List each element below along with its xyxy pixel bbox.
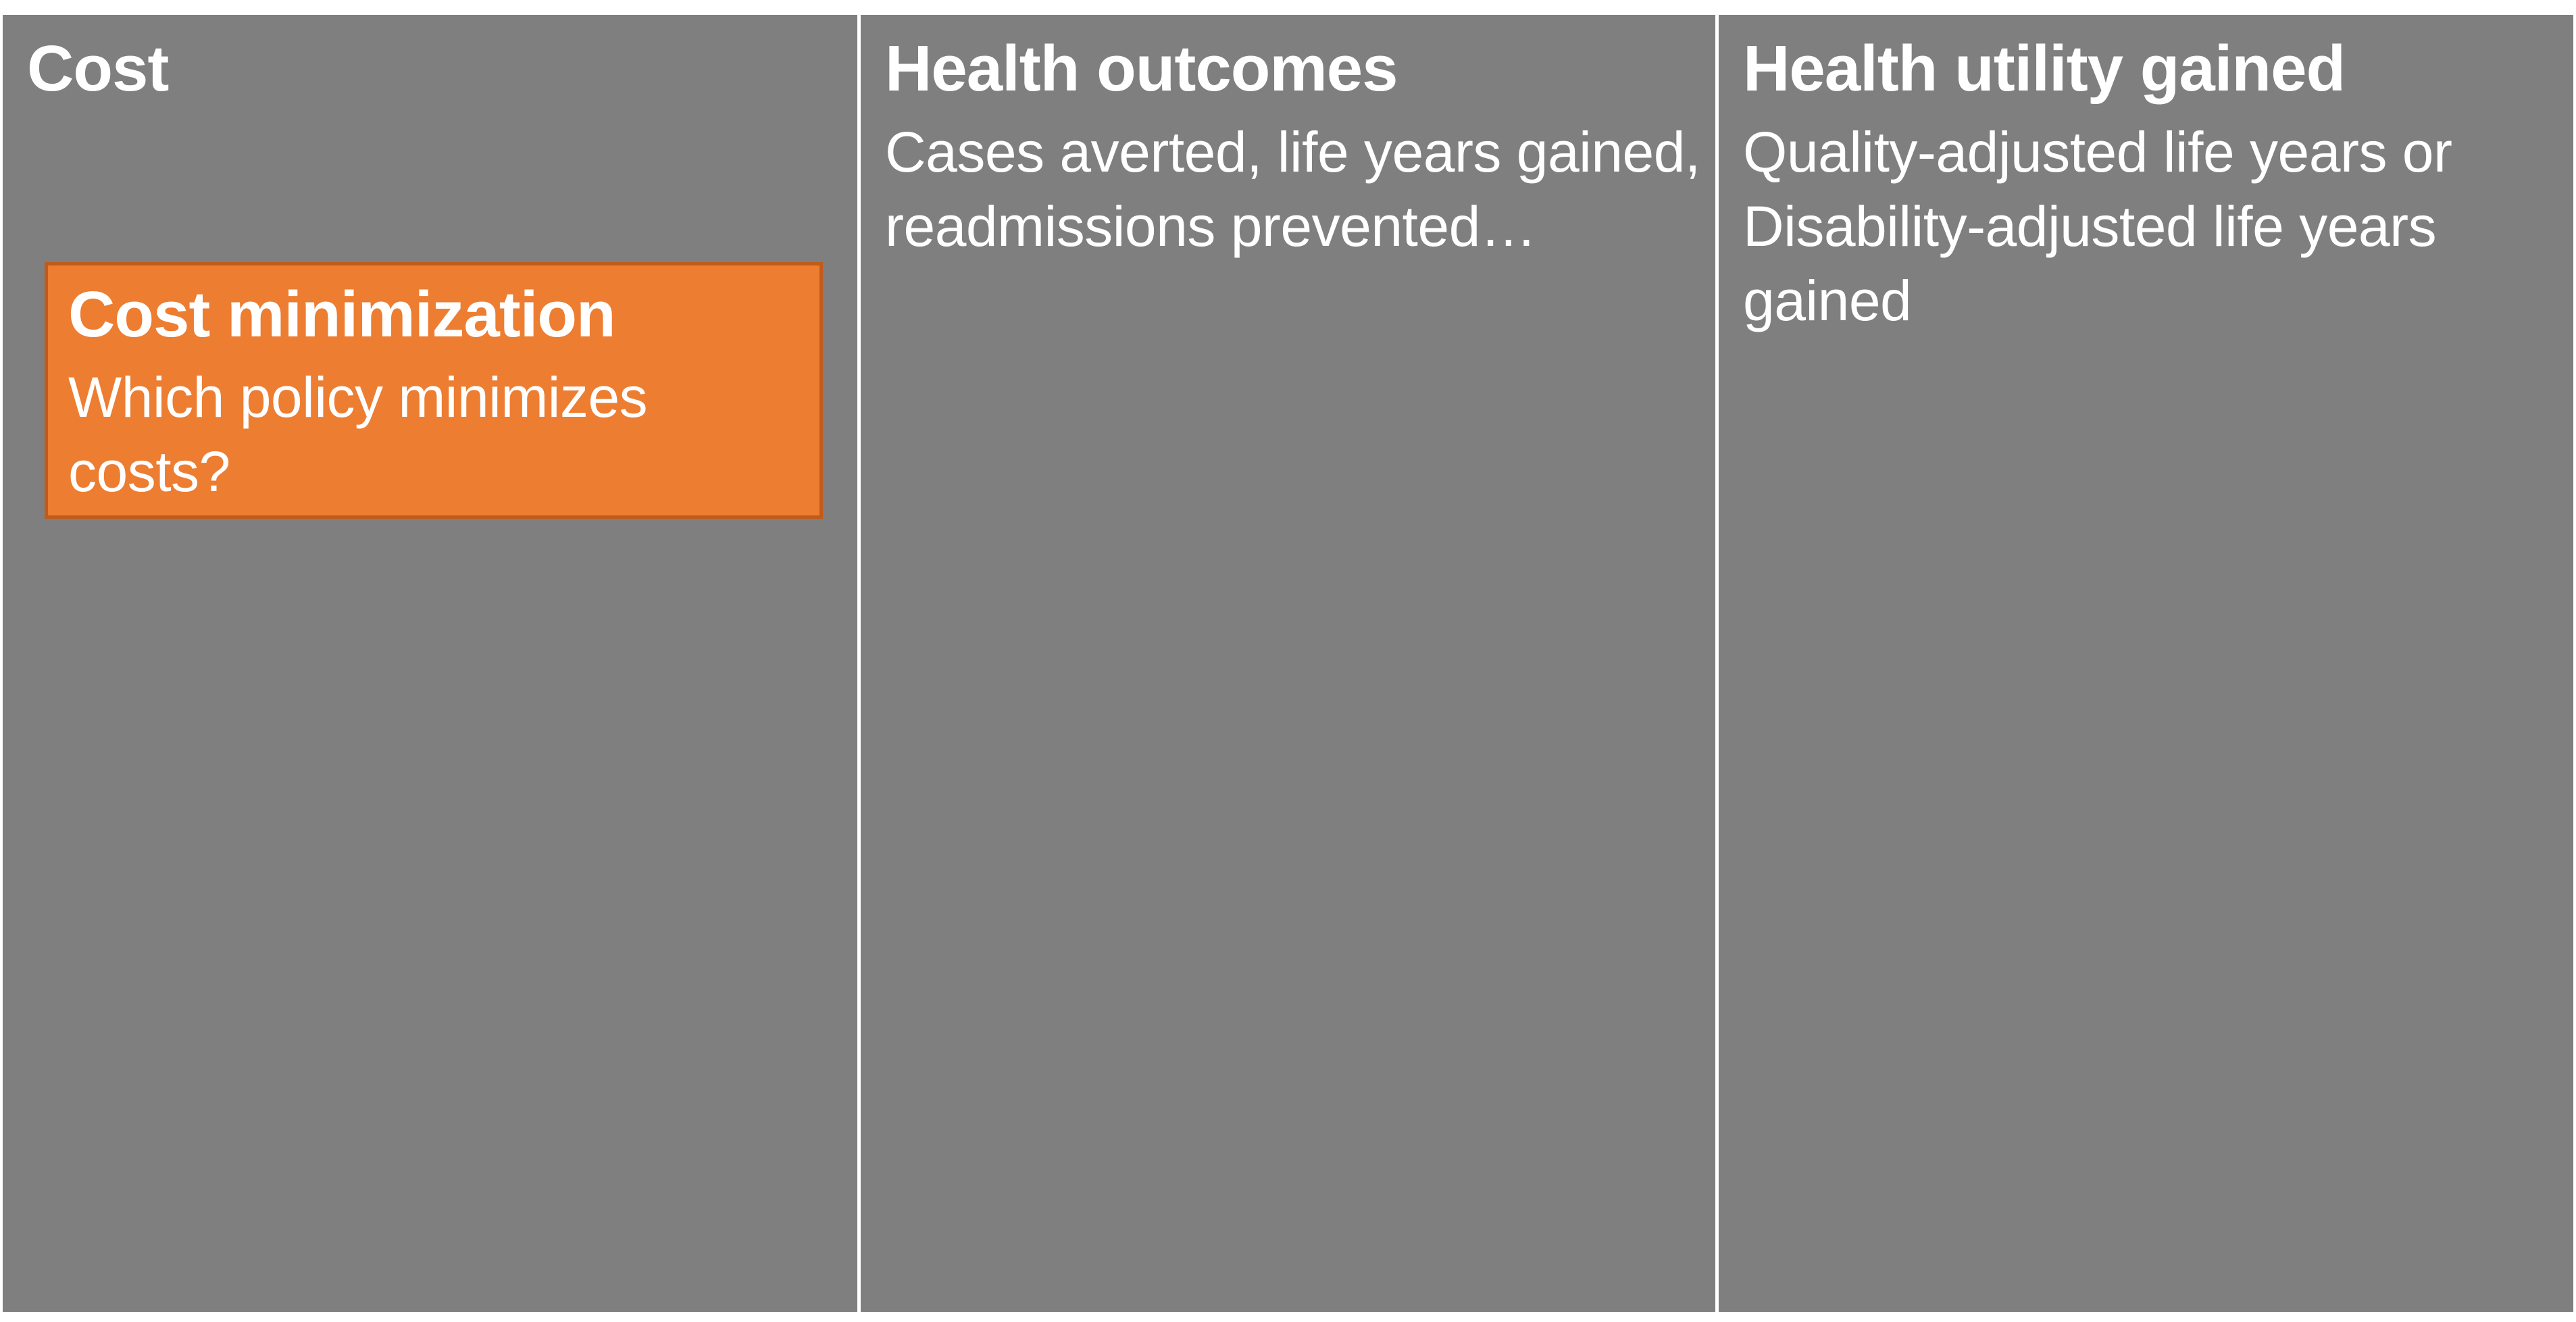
column-description-health-outcomes: Cases averted, life years gained, readmi… [885, 120, 1700, 258]
cost-minimization-box: Cost minimization Which policy minimizes… [45, 262, 823, 519]
column-title-health-outcomes: Health outcomes [885, 32, 1398, 105]
column-cost: Cost Cost minimization Which policy mini… [3, 15, 857, 1312]
column-title-health-utility: Health utility gained [1743, 32, 2346, 105]
callout-title: Cost minimization [68, 278, 616, 351]
column-description-health-utility: Quality-adjusted life years or Disabilit… [1743, 120, 2452, 332]
callout-question: Which policy minimizes costs? [68, 365, 648, 503]
column-health-utility: Health utility gained Quality-adjusted l… [1719, 15, 2573, 1312]
column-health-outcomes: Health outcomes Cases averted, life year… [861, 15, 1715, 1312]
column-title-cost: Cost [27, 32, 169, 105]
